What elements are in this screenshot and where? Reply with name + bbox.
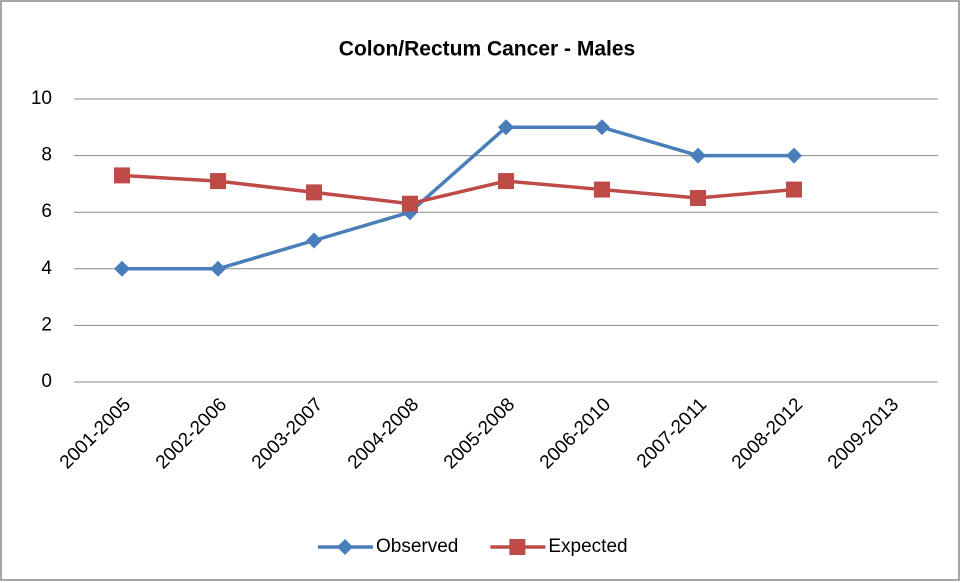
legend-label: Expected xyxy=(548,536,627,557)
marker xyxy=(786,181,802,198)
series-line xyxy=(122,125,794,271)
marker xyxy=(786,147,802,164)
marker xyxy=(690,147,706,164)
y-tick-label: 8 xyxy=(41,145,52,166)
legend-label: Observed xyxy=(376,536,458,557)
marker xyxy=(114,260,130,277)
y-tick-label: 6 xyxy=(41,201,52,222)
y-tick-label: 2 xyxy=(41,314,52,335)
y-tick-label: 4 xyxy=(41,258,52,279)
marker xyxy=(306,184,322,201)
marker xyxy=(594,119,610,136)
marker xyxy=(498,119,514,136)
marker xyxy=(498,173,514,190)
legend-marker xyxy=(509,539,526,555)
marker xyxy=(210,173,226,190)
marker xyxy=(210,260,226,277)
marker xyxy=(594,181,610,198)
marker xyxy=(690,190,706,207)
series-line xyxy=(121,173,795,206)
marker xyxy=(402,195,418,212)
legend-marker xyxy=(337,539,353,555)
y-tick-label: 10 xyxy=(31,88,52,109)
chart-title: Colon/Rectum Cancer - Males xyxy=(339,38,635,61)
marker xyxy=(114,167,130,184)
marker xyxy=(306,232,322,249)
y-tick-label: 0 xyxy=(41,371,52,392)
